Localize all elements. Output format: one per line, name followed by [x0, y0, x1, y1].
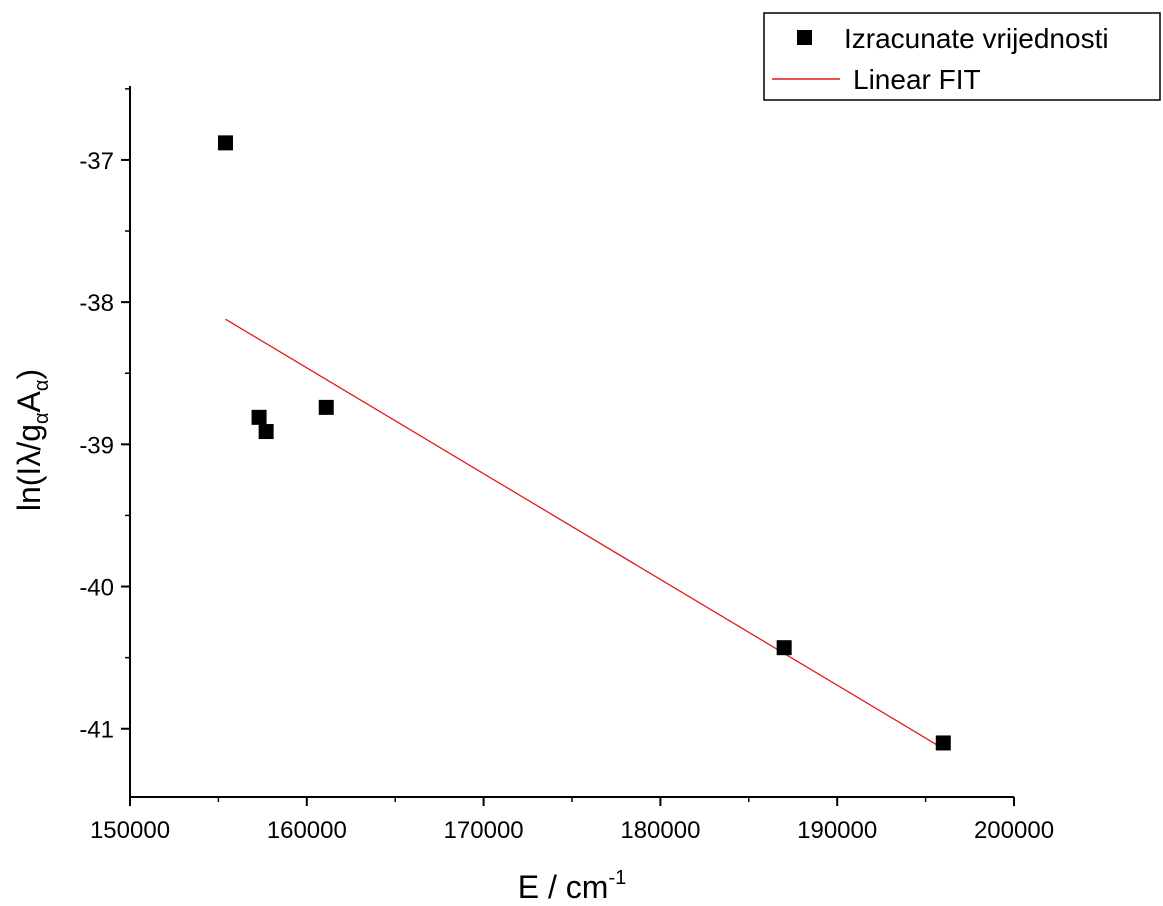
- x-tick-label: 190000: [797, 817, 877, 844]
- data-point: [318, 399, 334, 415]
- x-tick-label: 200000: [974, 817, 1054, 844]
- legend-label-scatter: Izracunate vrijednosti: [844, 23, 1109, 54]
- linear-fit-line: [225, 318, 944, 750]
- data-point: [251, 409, 267, 425]
- data-point: [935, 735, 951, 751]
- y-tick-label: -39: [79, 432, 114, 459]
- x-axis-title: E / cm-1: [518, 867, 626, 905]
- legend-label-fit: Linear FIT: [853, 64, 981, 95]
- y-tick-label: -41: [79, 717, 114, 744]
- y-ticks: -41 -40 -39 -38 -37: [79, 88, 130, 744]
- y-tick-label: -40: [79, 575, 114, 602]
- data-point: [258, 424, 274, 440]
- data-point: [776, 640, 792, 656]
- x-tick-label: 150000: [90, 817, 170, 844]
- y-axis-title: ln(Iλ/gαAα): [11, 369, 53, 511]
- legend-marker-scatter: [797, 30, 812, 45]
- data-points: [217, 135, 951, 751]
- x-ticks: 150000 160000 170000 180000 190000 200000: [90, 797, 1054, 844]
- x-tick-label: 170000: [444, 817, 524, 844]
- y-tick-label: -37: [79, 148, 114, 175]
- x-tick-label: 180000: [620, 817, 700, 844]
- legend-box: [763, 12, 1161, 101]
- x-tick-label: 160000: [267, 817, 347, 844]
- y-tick-label: -38: [79, 290, 114, 317]
- data-point: [217, 135, 233, 151]
- legend: Izracunate vrijednosti Linear FIT: [763, 12, 1161, 101]
